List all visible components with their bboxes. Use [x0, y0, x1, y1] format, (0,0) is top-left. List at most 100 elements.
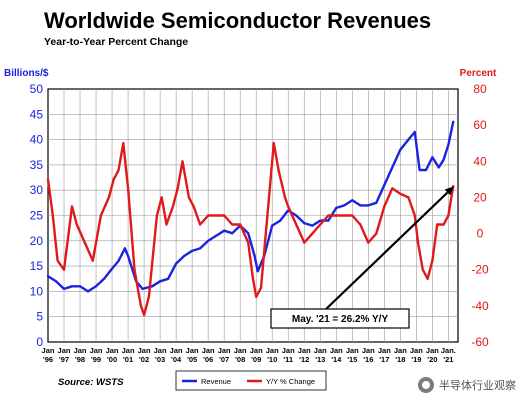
- right-tick-label: 60: [473, 118, 487, 132]
- data-point-yy-change: [75, 223, 78, 226]
- source-note: Source: WSTS: [58, 377, 124, 388]
- data-point-yy-change: [359, 223, 362, 226]
- right-tick-label: 20: [473, 190, 487, 204]
- data-point-yy-change: [155, 214, 158, 217]
- data-point-revenue: [375, 201, 378, 204]
- x-tick-label: Jan '08: [234, 346, 247, 364]
- data-point-revenue: [62, 287, 66, 290]
- x-tick-label: Jan '11: [282, 346, 295, 364]
- data-point-yy-change: [165, 223, 168, 226]
- data-point-yy-change: [231, 223, 234, 226]
- right-tick-label: -20: [471, 263, 489, 277]
- data-point-yy-change: [117, 169, 120, 172]
- data-point-yy-change: [367, 241, 370, 244]
- data-point-yy-change: [215, 214, 218, 217]
- data-point-yy-change: [176, 187, 179, 190]
- x-tick-label: Jan '00: [106, 346, 119, 364]
- data-point-revenue: [279, 219, 282, 222]
- right-tick-label: -60: [471, 335, 489, 349]
- data-point-revenue: [111, 267, 114, 270]
- data-point-yy-change: [277, 169, 280, 172]
- x-tick-label: Jan '20: [426, 346, 439, 364]
- data-point-revenue: [437, 166, 440, 169]
- data-point-yy-change: [335, 214, 338, 217]
- annotation-arrow: [323, 191, 449, 312]
- data-point-yy-change: [272, 142, 275, 145]
- annotation-label: May. '21 = 26.2% Y/Y: [292, 314, 389, 325]
- data-point-revenue: [431, 156, 434, 159]
- left-axis-ticks: 0 5 10 15 20 25 30 35 40 45 50: [30, 82, 44, 349]
- left-axis-unit: Billions/$: [4, 68, 49, 79]
- legend-label-revenue: Revenue: [201, 377, 231, 386]
- data-point-yy-change: [112, 178, 115, 181]
- data-point-yy-change: [207, 214, 210, 217]
- x-tick-label: Jan '14: [330, 346, 343, 364]
- x-tick-label: Jan '97: [58, 346, 71, 364]
- x-tick-label: Jan '03: [154, 346, 167, 364]
- data-point-yy-change: [70, 205, 74, 208]
- data-point-yy-change: [431, 259, 434, 262]
- data-point-yy-change: [143, 313, 146, 316]
- data-point-yy-change: [426, 277, 429, 280]
- data-point-revenue: [86, 290, 90, 293]
- data-point-yy-change: [391, 187, 394, 190]
- x-tick-label: Jan '18: [394, 346, 407, 364]
- x-tick-label: Jan '17: [378, 346, 391, 364]
- left-tick-label: 45: [30, 107, 44, 121]
- data-point-yy-change: [192, 205, 195, 208]
- watermark-text: 半导体行业观察: [439, 379, 516, 392]
- x-tick-label: Jan '07: [218, 346, 231, 364]
- data-point-yy-change: [133, 268, 136, 271]
- data-point-yy-change: [327, 214, 330, 217]
- left-tick-label: 35: [30, 158, 44, 172]
- data-point-yy-change: [259, 286, 263, 289]
- right-tick-label: 80: [473, 82, 487, 96]
- wechat-icon: [418, 377, 434, 393]
- data-point-yy-change: [436, 223, 439, 226]
- chart-title: Worldwide Semiconductor Revenues: [44, 8, 431, 33]
- left-tick-label: 30: [30, 183, 44, 197]
- data-point-yy-change: [46, 178, 50, 181]
- data-point-yy-change: [83, 241, 86, 244]
- left-tick-label: 40: [30, 133, 44, 147]
- data-point-revenue: [167, 277, 170, 280]
- x-tick-label: Jan. '21: [441, 346, 456, 364]
- data-point-yy-change: [160, 196, 163, 199]
- data-point-yy-change: [413, 214, 416, 217]
- data-point-revenue: [367, 204, 370, 207]
- data-point-yy-change: [442, 223, 445, 226]
- annotation-box: [270, 308, 410, 329]
- data-point-yy-change: [383, 205, 386, 208]
- series-line-yy-change: [46, 141, 455, 317]
- data-point-revenue: [175, 262, 178, 265]
- data-point-revenue: [343, 204, 346, 207]
- right-tick-label: 0: [477, 227, 484, 241]
- data-point-revenue: [399, 148, 402, 151]
- right-axis-ticks: -60 -40 -20 0 20 40 60 80: [471, 82, 489, 349]
- data-point-yy-change: [343, 214, 346, 217]
- x-tick-label: Jan '16: [362, 346, 375, 364]
- data-point-yy-change: [187, 196, 190, 199]
- data-point-yy-change: [51, 214, 54, 217]
- data-point-revenue: [271, 224, 274, 227]
- chart-subtitle: Year-to-Year Percent Change: [44, 36, 188, 48]
- annotation-arrowhead: [444, 186, 454, 196]
- data-point-revenue: [335, 206, 338, 209]
- data-point-revenue: [413, 130, 416, 134]
- series-line-revenue: [46, 120, 455, 293]
- x-tick-label: Jan '09: [250, 346, 263, 364]
- data-point-yy-change: [122, 142, 125, 145]
- data-point-revenue: [207, 239, 210, 242]
- x-tick-label: Jan '06: [202, 346, 215, 364]
- data-point-revenue: [103, 277, 106, 280]
- right-tick-label: 40: [473, 154, 487, 168]
- data-point-yy-change: [247, 241, 250, 244]
- data-point-yy-change: [264, 232, 267, 235]
- left-tick-label: 10: [30, 284, 44, 298]
- x-tick-label: Jan '98: [74, 346, 87, 364]
- data-point-yy-change: [375, 232, 378, 235]
- x-tick-label: Jan '96: [42, 346, 55, 364]
- data-point-yy-change: [147, 295, 150, 298]
